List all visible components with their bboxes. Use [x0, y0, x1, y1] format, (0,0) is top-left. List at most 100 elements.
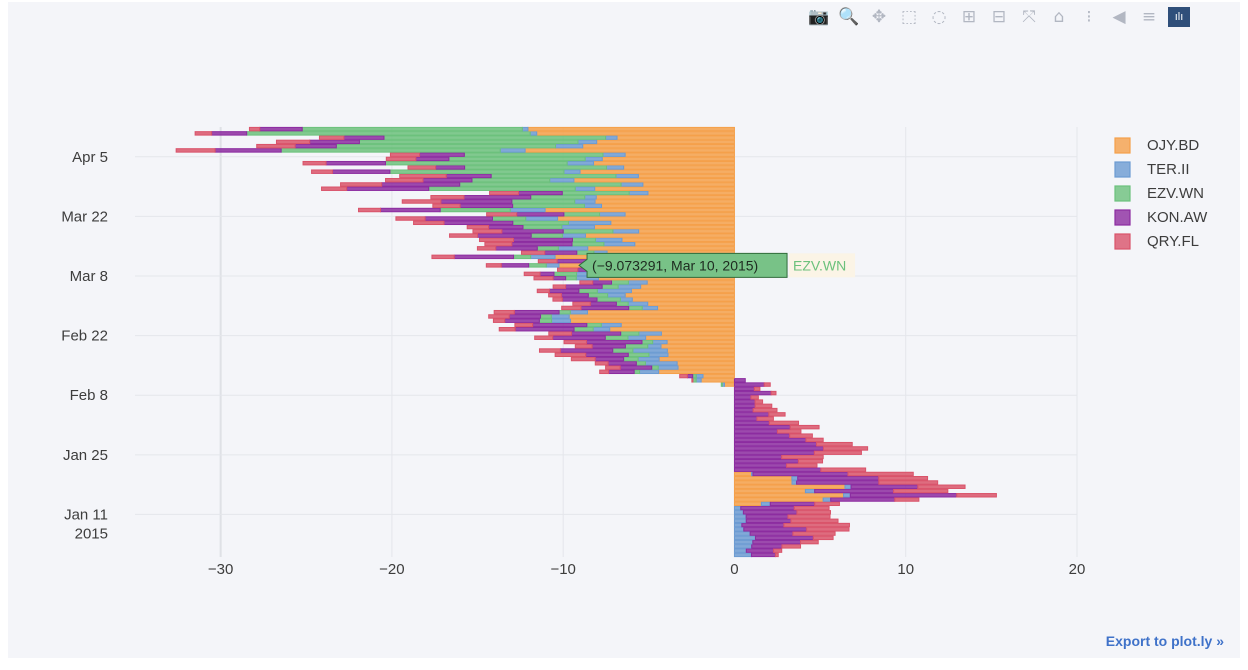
bar-kon-aw[interactable]	[740, 505, 795, 511]
bar-ter-ii[interactable]	[583, 203, 603, 208]
bar-kon-aw[interactable]	[346, 186, 430, 191]
bar-ter-ii[interactable]	[733, 552, 752, 558]
bar-ojy-bd[interactable]	[677, 365, 735, 370]
bar-ezv-wn[interactable]	[615, 301, 629, 306]
bar-ojy-bd[interactable]	[579, 169, 735, 174]
bar-ezv-wn[interactable]	[459, 182, 622, 187]
bar-kon-aw[interactable]	[743, 527, 808, 532]
bar-ter-ii[interactable]	[551, 318, 572, 323]
bar-ojy-bd[interactable]	[601, 203, 735, 208]
bar-qry-fl[interactable]	[340, 182, 383, 187]
bar-ter-ii[interactable]	[632, 348, 668, 353]
bar-ezv-wn[interactable]	[563, 212, 601, 217]
bar-qry-fl[interactable]	[796, 510, 831, 515]
bar-kon-aw[interactable]	[814, 488, 895, 494]
box-select-icon[interactable]: ⬚	[900, 7, 918, 27]
bar-kon-aw[interactable]	[504, 318, 540, 323]
bar-qry-fl[interactable]	[790, 518, 839, 524]
bar-kon-aw[interactable]	[477, 233, 532, 238]
bar-ojy-bd[interactable]	[557, 216, 735, 221]
bar-ojy-bd[interactable]	[609, 326, 735, 332]
bar-kon-aw[interactable]	[488, 224, 524, 230]
bar-ter-ii[interactable]	[648, 352, 669, 358]
bar-kon-aw[interactable]	[733, 378, 746, 383]
bar-qry-fl[interactable]	[756, 416, 774, 421]
bar-qry-fl[interactable]	[783, 522, 850, 528]
lasso-select-icon[interactable]: ◌	[931, 7, 947, 27]
bar-ojy-bd[interactable]	[596, 139, 735, 145]
bar-ter-ii[interactable]	[574, 186, 596, 191]
bar-ojy-bd[interactable]	[573, 177, 735, 183]
bar-ezv-wn[interactable]	[383, 135, 607, 140]
bar-kon-aw[interactable]	[589, 301, 617, 306]
bar-ezv-wn[interactable]	[586, 322, 602, 328]
bar-qry-fl[interactable]	[401, 199, 442, 204]
bar-ezv-wn[interactable]	[565, 275, 577, 281]
bar-ter-ii[interactable]	[695, 373, 704, 379]
bar-ojy-bd[interactable]	[645, 335, 735, 340]
bar-ezv-wn[interactable]	[623, 356, 639, 362]
bar-kon-aw[interactable]	[585, 339, 643, 345]
bar-ezv-wn[interactable]	[471, 177, 551, 183]
bar-ter-ii[interactable]	[647, 344, 662, 349]
bar-kon-aw[interactable]	[733, 458, 799, 464]
bar-kon-aw[interactable]	[585, 352, 629, 358]
bar-ojy-bd[interactable]	[733, 480, 793, 485]
bar-kon-aw[interactable]	[830, 497, 896, 502]
bar-ezv-wn[interactable]	[573, 326, 594, 332]
bar-kon-aw[interactable]	[591, 344, 626, 349]
bar-ezv-wn[interactable]	[628, 305, 643, 311]
bar-kon-aw[interactable]	[548, 288, 580, 294]
bar-ojy-bd[interactable]	[733, 493, 845, 498]
bar-ter-ii[interactable]	[733, 535, 756, 541]
plotly-logo-icon[interactable]: ılı	[1168, 7, 1190, 27]
bar-ter-ii[interactable]	[804, 488, 816, 494]
bar-kon-aw[interactable]	[686, 373, 694, 379]
bar-ojy-bd[interactable]	[733, 488, 806, 494]
bar-ter-ii[interactable]	[557, 246, 589, 251]
bar-ter-ii[interactable]	[733, 539, 754, 545]
bar-ezv-wn[interactable]	[611, 280, 629, 285]
bar-ter-ii[interactable]	[733, 544, 753, 549]
bar-qry-fl[interactable]	[754, 403, 773, 409]
bar-ojy-bd[interactable]	[624, 212, 735, 217]
camera-icon[interactable]: 📷	[808, 7, 830, 27]
bar-ezv-wn[interactable]	[358, 139, 579, 145]
bar-kon-aw[interactable]	[749, 531, 794, 536]
bar-qry-fl[interactable]	[275, 139, 311, 145]
bar-ter-ii[interactable]	[615, 173, 639, 179]
bar-ojy-bd[interactable]	[640, 284, 735, 289]
bar-kon-aw[interactable]	[733, 395, 752, 400]
spike-lines-icon[interactable]: ⁝	[1086, 7, 1092, 27]
bar-qry-fl[interactable]	[430, 195, 465, 200]
bar-ezv-wn[interactable]	[571, 241, 605, 247]
bar-qry-fl[interactable]	[800, 539, 819, 545]
bar-ter-ii[interactable]	[733, 522, 743, 528]
bar-qry-fl[interactable]	[385, 156, 417, 162]
bar-ter-ii[interactable]	[760, 501, 771, 507]
bar-kon-aw[interactable]	[508, 314, 542, 319]
bar-ezv-wn[interactable]	[641, 339, 654, 345]
bar-qry-fl[interactable]	[579, 280, 594, 285]
bar-kon-aw[interactable]	[552, 335, 606, 340]
legend-item[interactable]: TER.II	[1114, 161, 1190, 178]
bar-ezv-wn[interactable]	[522, 224, 563, 230]
bar-kon-aw[interactable]	[331, 169, 391, 174]
bar-kon-aw[interactable]	[381, 182, 461, 187]
bar-ojy-bd[interactable]	[584, 233, 735, 238]
bar-ter-ii[interactable]	[657, 365, 679, 370]
bar-kon-aw[interactable]	[733, 424, 791, 430]
bar-ojy-bd[interactable]	[702, 373, 735, 379]
bar-kon-aw[interactable]	[424, 216, 493, 221]
bar-kon-aw[interactable]	[796, 480, 880, 485]
bar-ter-ii[interactable]	[612, 229, 640, 234]
bar-qry-fl[interactable]	[256, 143, 296, 149]
bar-ojy-bd[interactable]	[631, 297, 735, 302]
bar-qry-fl[interactable]	[514, 322, 534, 328]
bar-kon-aw[interactable]	[733, 437, 807, 443]
bar-kon-aw[interactable]	[607, 361, 637, 366]
bar-qry-fl[interactable]	[248, 126, 261, 132]
bar-qry-fl[interactable]	[847, 471, 914, 477]
bar-ojy-bd[interactable]	[568, 314, 735, 319]
bar-kon-aw[interactable]	[733, 416, 758, 421]
